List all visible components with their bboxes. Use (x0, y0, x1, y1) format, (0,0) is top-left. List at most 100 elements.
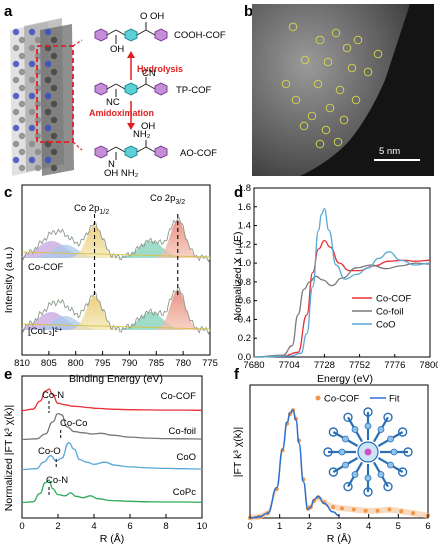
d-series-coo (253, 208, 431, 358)
cof-ring (390, 448, 398, 456)
atom-sphere (50, 100, 58, 108)
atom-sphere (18, 132, 26, 140)
f-xtick-label: 6 (425, 521, 430, 532)
co-center-atom (364, 448, 372, 456)
f-legend-swatch-data (315, 395, 321, 401)
atom-sphere (34, 148, 42, 156)
amidoximation-label: Amidoximation (89, 108, 154, 118)
atom-sphere (44, 60, 52, 68)
c-xtick-label: 795 (95, 358, 111, 369)
c-spectra (21, 214, 211, 336)
cof-node (397, 427, 408, 437)
atom-sphere (12, 140, 20, 148)
atom-sphere (12, 60, 20, 68)
atom-marker (351, 95, 361, 105)
e-ylabel: Normalized |FT k³ χ(k)| (3, 405, 15, 511)
d-xlabel: Energy (eV) (317, 373, 373, 385)
d-axes: 0.0 0.2 0.4 0.6 0.8 1.0 1.2 1.4 1.6 1.8 7680 7704 77… (238, 183, 438, 371)
atom-sphere (18, 116, 26, 124)
panel-b: b 5 nm (244, 3, 434, 176)
cof-ring (351, 471, 359, 478)
c-ylabel: Intensity (a.u.) (3, 247, 15, 314)
atom-marker (288, 22, 298, 32)
f-legend-label-fit: Fit (389, 394, 400, 405)
atom-sphere (50, 164, 58, 172)
atom-sphere (28, 92, 36, 100)
co2p32-label: Co 2p3/2 (150, 193, 185, 206)
atom-sphere (28, 28, 36, 36)
c-xtick-label: 775 (202, 358, 218, 369)
f-legend-label-data: Co-COF (324, 394, 360, 405)
cof-node (397, 467, 408, 477)
name-cooh-cof: COOH-COF (174, 30, 226, 41)
cof-ring (377, 426, 385, 433)
e-xtick-label: 8 (163, 521, 168, 532)
molecule-cooh (94, 22, 168, 44)
atom-marker (339, 115, 349, 125)
atom-sphere (50, 52, 58, 60)
e-spectra: Co-COF Co-foil CoO CoPc (21, 388, 203, 504)
atom-marker (335, 85, 345, 95)
cof-node (403, 447, 413, 457)
d-series-co-cof (253, 239, 431, 358)
d-xtick-label: 7704 (279, 360, 300, 371)
ao-n-group: N (108, 159, 115, 170)
atom-marker (331, 28, 341, 38)
ao-nh2-group: NH₂ (133, 129, 151, 140)
atom-sphere (34, 68, 42, 76)
d-ylabel: Normalized X μ (E) (232, 232, 244, 321)
atom-marker (315, 35, 325, 45)
d-legend-label: Co-foil (376, 307, 403, 318)
xps-component-peak (22, 220, 210, 258)
d-legend: Co-COF Co-foil CoO (352, 294, 412, 331)
d-plot-frame (253, 187, 431, 358)
atom-sphere (44, 124, 52, 132)
atom-marker (323, 57, 333, 67)
e-series-label: CoPc (173, 487, 196, 498)
c-plot-frame (21, 184, 211, 356)
f-data-point (331, 505, 336, 510)
f-fit-line (249, 409, 340, 519)
atom-sphere (50, 84, 58, 92)
d-xtick-label: 7776 (384, 360, 405, 371)
f-xtick-label: 2 (307, 521, 312, 532)
atom-marker (299, 121, 309, 131)
atom-sphere (28, 76, 36, 84)
atom-marker (307, 111, 317, 121)
f-xtick-label: 3 (336, 521, 341, 532)
cof-node (328, 467, 339, 477)
e-ann-co-n-top: Co-N (42, 390, 64, 401)
molecule-tp (94, 77, 168, 97)
f-data-point (363, 508, 368, 513)
e-plot-frame (21, 375, 203, 519)
cof-node (363, 487, 373, 497)
d-ytick-label: 1.0 (238, 258, 251, 269)
atom-marker (281, 79, 291, 89)
atom-sphere (12, 124, 20, 132)
cof-ring (387, 435, 394, 443)
panel-a-label: a (4, 3, 13, 20)
atom-sphere (18, 100, 26, 108)
f-ylabel: |FT k³ χ(k)| (232, 427, 244, 477)
c-trace-col3: [CoL₃]²⁺ (28, 326, 63, 337)
atom-sphere (50, 132, 58, 140)
e-xlabel: R (Å) (100, 532, 125, 545)
f-data-point (375, 508, 380, 513)
f-data-point (387, 507, 392, 512)
atom-sphere (34, 52, 42, 60)
atom-sphere (34, 100, 42, 108)
e-xtick-label: 6 (127, 521, 132, 532)
atom-sphere (18, 164, 26, 172)
atom-sphere (50, 116, 58, 124)
atom-sphere (34, 116, 42, 124)
e-x-axis: 0 2 4 6 8 10 (19, 514, 207, 532)
xps-raw-trace (21, 287, 211, 336)
c-xtick-label: 790 (121, 358, 137, 369)
panel-e: e Normalized |FT k³ χ(k)| Co-COFCo-foilC… (3, 366, 207, 545)
c-xtick-label: 800 (68, 358, 84, 369)
atom-marker (325, 103, 335, 113)
e-xtick-label: 0 (19, 521, 24, 532)
atom-sphere (12, 92, 20, 100)
cof-ring (364, 422, 372, 430)
atom-sphere (44, 76, 52, 84)
